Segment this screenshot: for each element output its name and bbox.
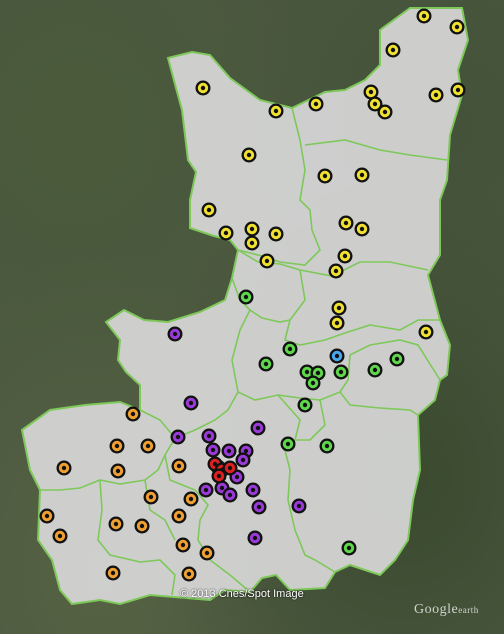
- marker-yellow-icon[interactable]: [331, 300, 347, 316]
- marker-yellow-icon[interactable]: [329, 315, 345, 331]
- marker-green-icon[interactable]: [367, 362, 383, 378]
- marker-purple-icon[interactable]: [198, 482, 214, 498]
- marker-yellow-icon[interactable]: [377, 104, 393, 120]
- marker-yellow-icon[interactable]: [450, 82, 466, 98]
- marker-yellow-icon[interactable]: [268, 226, 284, 242]
- marker-orange-icon[interactable]: [56, 460, 72, 476]
- marker-orange-icon[interactable]: [108, 516, 124, 532]
- marker-purple-icon[interactable]: [250, 420, 266, 436]
- marker-yellow-icon[interactable]: [367, 96, 383, 112]
- marker-orange-icon[interactable]: [125, 406, 141, 422]
- marker-yellow-icon[interactable]: [338, 215, 354, 231]
- marker-purple-icon[interactable]: [221, 443, 237, 459]
- marker-orange-icon[interactable]: [143, 489, 159, 505]
- marker-yellow-icon[interactable]: [416, 8, 432, 24]
- marker-green-icon[interactable]: [333, 364, 349, 380]
- marker-orange-icon[interactable]: [134, 518, 150, 534]
- marker-yellow-icon[interactable]: [328, 263, 344, 279]
- marker-green-icon[interactable]: [258, 356, 274, 372]
- marker-orange-icon[interactable]: [171, 458, 187, 474]
- marker-green-icon[interactable]: [389, 351, 405, 367]
- marker-purple-icon[interactable]: [247, 530, 263, 546]
- marker-orange-icon[interactable]: [110, 463, 126, 479]
- logo-main: Google: [414, 602, 459, 617]
- marker-orange-icon[interactable]: [39, 508, 55, 524]
- marker-orange-icon[interactable]: [109, 438, 125, 454]
- marker-yellow-icon[interactable]: [337, 248, 353, 264]
- marker-green-icon[interactable]: [341, 540, 357, 556]
- marker-layer[interactable]: [39, 8, 466, 582]
- marker-orange-icon[interactable]: [175, 537, 191, 553]
- marker-purple-icon[interactable]: [235, 452, 251, 468]
- copyright-text: © 2013 Cnes/Spot Image: [180, 588, 304, 600]
- marker-yellow-icon[interactable]: [244, 235, 260, 251]
- marker-orange-icon[interactable]: [171, 508, 187, 524]
- logo-sub: earth: [458, 605, 479, 615]
- marker-yellow-icon[interactable]: [449, 19, 465, 35]
- marker-purple-icon[interactable]: [291, 498, 307, 514]
- marker-green-icon[interactable]: [238, 289, 254, 305]
- marker-red-icon[interactable]: [211, 468, 227, 484]
- marker-green-icon[interactable]: [282, 341, 298, 357]
- marker-yellow-icon[interactable]: [201, 202, 217, 218]
- marker-purple-icon[interactable]: [170, 429, 186, 445]
- marker-purple-icon[interactable]: [222, 487, 238, 503]
- marker-yellow-icon[interactable]: [241, 147, 257, 163]
- marker-purple-icon[interactable]: [201, 428, 217, 444]
- marker-green-icon[interactable]: [297, 397, 313, 413]
- marker-yellow-icon[interactable]: [268, 103, 284, 119]
- marker-orange-icon[interactable]: [183, 491, 199, 507]
- marker-green-icon[interactable]: [280, 436, 296, 452]
- marker-yellow-icon[interactable]: [195, 80, 211, 96]
- marker-yellow-icon[interactable]: [218, 225, 234, 241]
- marker-yellow-icon[interactable]: [259, 253, 275, 269]
- marker-yellow-icon[interactable]: [363, 84, 379, 100]
- marker-yellow-icon[interactable]: [244, 221, 260, 237]
- marker-green-icon[interactable]: [305, 375, 321, 391]
- marker-purple-icon[interactable]: [183, 395, 199, 411]
- marker-purple-icon[interactable]: [251, 499, 267, 515]
- marker-green-icon[interactable]: [319, 438, 335, 454]
- marker-orange-icon[interactable]: [105, 565, 121, 581]
- marker-yellow-icon[interactable]: [385, 42, 401, 58]
- marker-yellow-icon[interactable]: [354, 221, 370, 237]
- marker-orange-icon[interactable]: [140, 438, 156, 454]
- marker-purple-icon[interactable]: [167, 326, 183, 342]
- marker-orange-icon[interactable]: [52, 528, 68, 544]
- marker-purple-icon[interactable]: [245, 482, 261, 498]
- marker-orange-icon[interactable]: [181, 566, 197, 582]
- marker-green-icon[interactable]: [299, 364, 315, 380]
- marker-yellow-icon[interactable]: [418, 324, 434, 340]
- marker-purple-icon[interactable]: [205, 442, 221, 458]
- marker-yellow-icon[interactable]: [317, 168, 333, 184]
- marker-yellow-icon[interactable]: [308, 96, 324, 112]
- marker-blue-icon[interactable]: [329, 348, 345, 364]
- google-earth-logo: Googleearth: [414, 602, 479, 618]
- marker-yellow-icon[interactable]: [354, 167, 370, 183]
- marker-orange-icon[interactable]: [199, 545, 215, 561]
- marker-red-icon[interactable]: [222, 460, 238, 476]
- marker-yellow-icon[interactable]: [428, 87, 444, 103]
